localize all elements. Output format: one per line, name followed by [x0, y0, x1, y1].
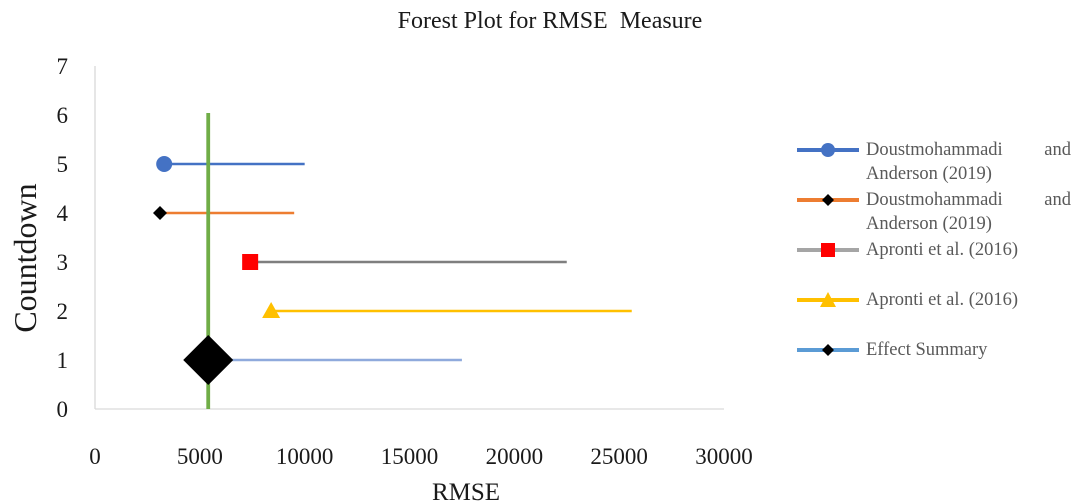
- forest-plot: 0 1 2 3 4 5 6 7 0 5000 10000 15000 20000 25000 30000 RM…: [7, 54, 753, 504]
- y-tick-label: 1: [57, 348, 69, 373]
- point-marker-triangle: [262, 302, 281, 318]
- point-marker-diamond: [152, 206, 167, 220]
- x-tick-label: 25000: [590, 444, 648, 469]
- legend-marker-circle: [821, 143, 835, 157]
- legend-marker-diamond: [822, 194, 834, 206]
- y-tick-label: 5: [57, 152, 69, 177]
- y-tick-label: 3: [57, 250, 69, 275]
- legend: Doustmohammadi and Anderson (2019) Doustm…: [795, 138, 1071, 388]
- y-axis-title: Countdown: [7, 183, 43, 332]
- x-tick-label: 10000: [276, 444, 334, 469]
- legend-item: Doustmohammadi and Anderson (2019): [795, 188, 1071, 238]
- y-tick-label: 4: [57, 201, 69, 226]
- legend-item: Apronti et al. (2016): [795, 238, 1070, 288]
- y-tick-label: 0: [57, 397, 69, 422]
- legend-label: Effect Summary: [866, 340, 988, 360]
- legend-marker-diamond: [822, 344, 834, 356]
- legend-label: Apronti et al. (2016): [866, 240, 1019, 260]
- y-tick-label: 6: [57, 103, 69, 128]
- x-tick-label: 15000: [381, 444, 439, 469]
- legend-item: Apronti et al. (2016): [795, 288, 1070, 338]
- legend-item: Effect Summary: [795, 338, 1070, 388]
- y-tick-label: 7: [57, 54, 69, 79]
- point-marker-circle: [156, 156, 173, 172]
- x-axis-title: RMSE: [432, 479, 500, 504]
- chart-title: Forest Plot for RMSE Measure: [397, 8, 703, 34]
- x-tick-label: 5000: [177, 444, 223, 469]
- summary-marker-diamond: [183, 335, 234, 385]
- x-tick-label: 0: [89, 444, 101, 469]
- point-marker-square: [242, 254, 259, 270]
- x-tick-label: 20000: [486, 444, 544, 469]
- y-tick-label: 2: [57, 299, 69, 324]
- legend-item: Doustmohammadi and Anderson (2019): [795, 138, 1071, 188]
- x-tick-label: 30000: [695, 444, 753, 469]
- legend-label: Doustmohammadi and Anderson (2019): [866, 140, 1071, 184]
- legend-label: Apronti et al. (2016): [866, 290, 1019, 310]
- legend-marker-square: [821, 243, 835, 257]
- legend-marker-triangle: [820, 292, 836, 307]
- legend-label: Doustmohammadi and Anderson (2019): [866, 190, 1071, 234]
